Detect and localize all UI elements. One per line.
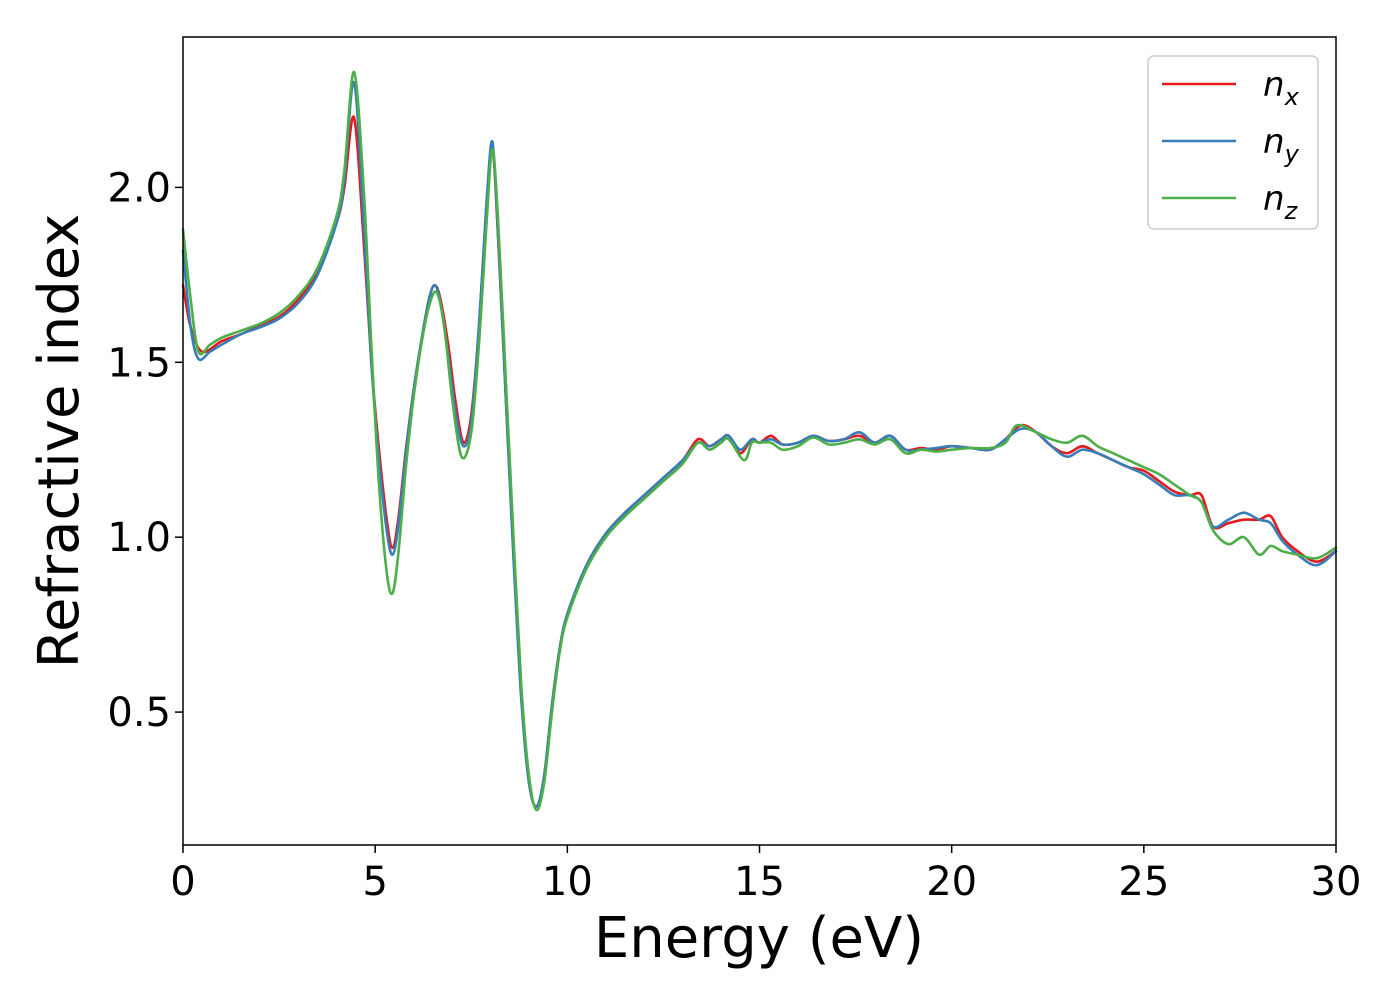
- y-axis: 0.5 1.0 1.5 2.0: [107, 165, 183, 736]
- x-tick-label: 30: [1311, 859, 1362, 905]
- legend-subscript: z: [1284, 197, 1299, 225]
- x-axis-title: Energy (eV): [594, 906, 924, 971]
- legend-frame: [1147, 55, 1319, 230]
- series-layer: [181, 70, 1338, 812]
- y-tick-label: 1.0: [107, 515, 171, 561]
- x-tick-label: 0: [170, 859, 195, 905]
- legend-subscript: y: [1284, 140, 1300, 168]
- y-tick-label: 2.0: [107, 165, 171, 211]
- y-tick-label: 1.5: [107, 340, 171, 386]
- y-axis-title: Refractive index: [27, 214, 92, 669]
- legend-subscript: x: [1284, 83, 1300, 111]
- y-tick-label: 0.5: [107, 690, 171, 736]
- x-tick-label: 25: [1118, 859, 1169, 905]
- x-tick-label: 10: [542, 859, 593, 905]
- x-tick-label: 20: [926, 859, 977, 905]
- x-axis: 0 5 10 15 20 25 30: [170, 845, 1361, 905]
- x-tick-label: 15: [734, 859, 785, 905]
- x-tick-label: 5: [362, 859, 387, 905]
- series-line-nz: [181, 70, 1338, 812]
